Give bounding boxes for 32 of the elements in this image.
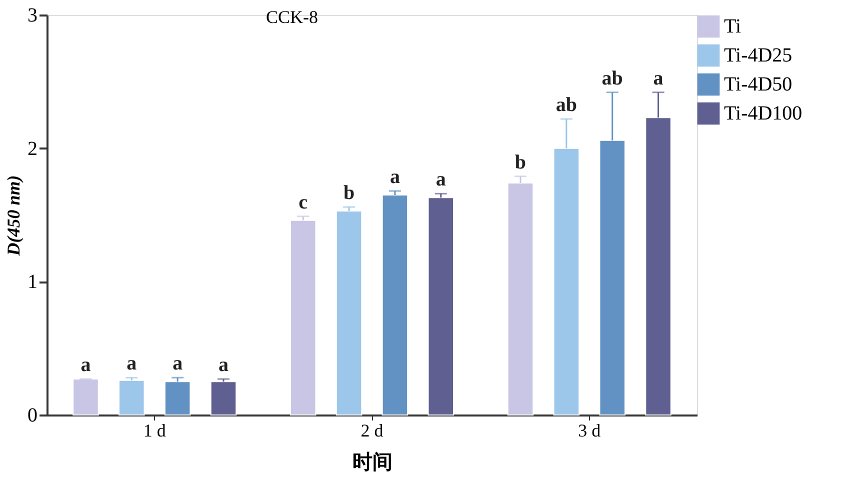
bar — [428, 197, 454, 416]
x-tick-label: 1 d — [143, 420, 166, 440]
y-tick-label: 0 — [28, 404, 38, 426]
data-label: b — [514, 151, 526, 174]
data-label: a — [172, 352, 183, 375]
data-label: ab — [602, 67, 623, 90]
data-label: a — [390, 166, 400, 188]
legend-label: Ti — [724, 16, 742, 38]
chart-title: CCK-8 — [266, 7, 318, 27]
bar — [290, 220, 316, 416]
data-label: c — [298, 191, 308, 214]
x-tick-label: 3 d — [578, 420, 601, 440]
legend-label: Ti-4D100 — [724, 102, 802, 124]
x-axis-title: 时间 — [352, 452, 392, 474]
y-tick-label: 3 — [28, 4, 38, 26]
bar — [382, 194, 408, 416]
bar — [336, 210, 362, 416]
data-label: a — [80, 354, 91, 376]
x-tick-label: 2 d — [360, 420, 384, 440]
bar — [72, 378, 99, 416]
y-tick-label: 1 — [28, 271, 38, 294]
data-label: a — [653, 67, 664, 90]
data-label: ab — [556, 94, 577, 116]
data-label: a — [436, 168, 446, 191]
data-label: b — [343, 182, 355, 204]
y-axis-title: D(450 nm) — [4, 175, 24, 257]
bar — [164, 381, 191, 416]
legend-label: Ti-4D50 — [724, 74, 792, 96]
data-label: a — [218, 354, 228, 376]
legend-label: Ti-4D25 — [724, 44, 792, 66]
data-label: a — [126, 352, 137, 375]
y-tick-label: 2 — [28, 138, 38, 160]
